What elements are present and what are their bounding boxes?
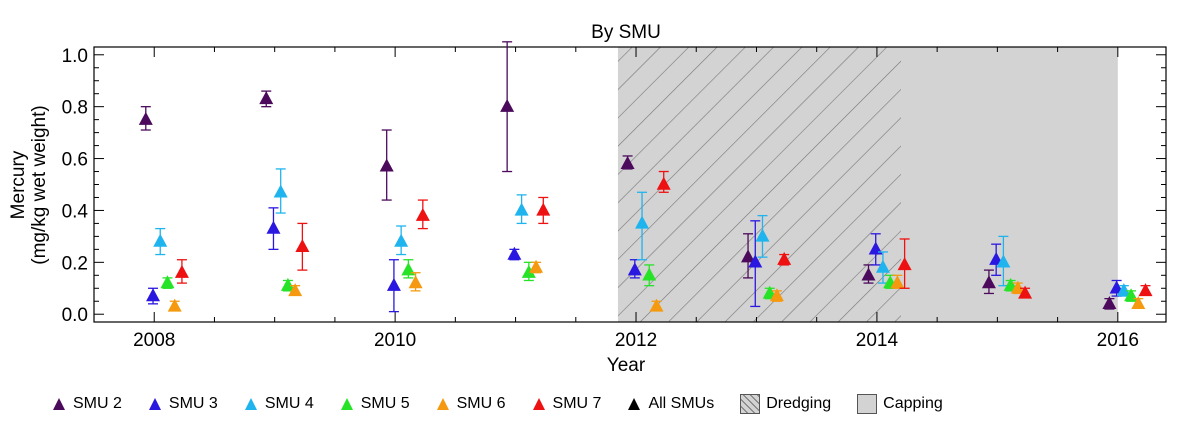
x-tick-label: 2010 bbox=[374, 330, 416, 351]
smu-7-point bbox=[174, 264, 189, 278]
legend-item: SMU 7 bbox=[532, 395, 602, 413]
smu-6-point bbox=[890, 275, 905, 289]
capping-region bbox=[901, 47, 1118, 322]
triangle-marker-icon bbox=[340, 398, 353, 410]
legend-item: SMU 5 bbox=[340, 395, 410, 413]
legend-label: SMU 5 bbox=[360, 395, 410, 412]
triangle-marker-icon bbox=[148, 398, 161, 410]
smu-4-point bbox=[153, 233, 168, 247]
smu-2-point bbox=[1102, 296, 1117, 310]
legend-label: SMU 7 bbox=[552, 395, 602, 412]
triangle-marker-icon bbox=[244, 398, 257, 410]
fill-swatch-icon bbox=[857, 394, 878, 414]
smu-2-point bbox=[500, 98, 515, 112]
smu-6-point bbox=[408, 275, 423, 289]
mercury-chart: 2008 2010 2012 2014 2016 0.0 0.2 0.4 0.6 0.8 1.0 B… bbox=[8, 22, 1167, 376]
chart-legend: SMU 2 SMU 3 SMU 4 SMU 5 SMU 6 SMU 7 All SMUs Dr… bbox=[52, 392, 1172, 416]
smu-5-point bbox=[160, 275, 175, 289]
smu-4-point bbox=[1116, 283, 1131, 297]
smu-6-point bbox=[1131, 296, 1146, 310]
y-axis-label-line1: Mercury bbox=[8, 150, 29, 219]
triangle-marker-icon bbox=[436, 398, 449, 410]
triangle-marker-icon bbox=[532, 398, 545, 410]
smu-3-point bbox=[627, 262, 642, 276]
smu-3-point bbox=[386, 277, 401, 291]
x-tick-label: 2012 bbox=[615, 330, 657, 351]
triangle-marker-icon bbox=[53, 398, 65, 410]
smu-4-point bbox=[273, 184, 288, 198]
smu-3-point bbox=[146, 288, 161, 302]
y-tick-label: 0.4 bbox=[62, 201, 89, 222]
smu-2-point bbox=[259, 91, 274, 105]
smu-7-point bbox=[415, 207, 430, 221]
smu-3-point bbox=[266, 220, 281, 234]
smu-2-point bbox=[379, 158, 394, 172]
smu-4-point bbox=[875, 259, 890, 273]
x-tick-label: 2008 bbox=[133, 330, 175, 351]
legend-item: SMU 3 bbox=[148, 395, 218, 413]
legend-item: SMU 6 bbox=[436, 395, 506, 413]
smu-6-point bbox=[1010, 280, 1025, 294]
smu-7-point bbox=[295, 238, 310, 252]
chart-title: By SMU bbox=[591, 22, 661, 43]
smu-7-point bbox=[1138, 283, 1153, 297]
smu-6-point bbox=[529, 259, 544, 273]
y-tick-label: 0.6 bbox=[62, 150, 88, 171]
smu-5-point bbox=[401, 262, 416, 276]
legend-label: SMU 4 bbox=[264, 395, 314, 412]
smu-4-point bbox=[394, 233, 409, 247]
smu-2-point bbox=[741, 249, 756, 263]
smu-2-point bbox=[981, 275, 996, 289]
legend-item: Dredging bbox=[740, 394, 831, 414]
smu-7-point bbox=[656, 176, 671, 190]
smu-2-point bbox=[138, 111, 153, 125]
smu-5-point bbox=[280, 277, 295, 291]
smu-4-point bbox=[755, 228, 770, 242]
legend-label: Capping bbox=[883, 395, 943, 412]
legend-label: SMU 2 bbox=[73, 395, 122, 412]
smu-2-point bbox=[620, 155, 635, 169]
smu-7-point bbox=[777, 251, 792, 265]
y-tick-label: 1.0 bbox=[62, 46, 88, 67]
smu-6-point bbox=[649, 298, 664, 312]
smu-6-point bbox=[167, 298, 182, 312]
triangle-marker-icon bbox=[628, 398, 641, 410]
y-tick-label: 0.8 bbox=[62, 98, 88, 119]
legend-item: All SMUs bbox=[627, 395, 714, 413]
smu-5-point bbox=[521, 264, 536, 278]
legend-item: Capping bbox=[857, 394, 943, 414]
legend-item: SMU 4 bbox=[244, 395, 314, 413]
legend-label: All SMUs bbox=[648, 395, 715, 412]
y-tick-label: 0.2 bbox=[62, 253, 88, 274]
smu-3-point bbox=[507, 246, 522, 260]
x-tick-label: 2016 bbox=[1097, 330, 1139, 351]
x-axis-label: Year bbox=[607, 355, 646, 376]
smu-4-point bbox=[514, 202, 529, 216]
smu-7-point bbox=[1018, 285, 1033, 299]
smu-3-point bbox=[748, 254, 763, 268]
y-tick-label: 0.0 bbox=[62, 305, 88, 326]
smu-2-point bbox=[861, 267, 876, 281]
hatch-swatch-icon bbox=[740, 394, 761, 414]
smu-7-point bbox=[536, 202, 551, 216]
legend-label: Dredging bbox=[766, 395, 832, 412]
legend-label: SMU 6 bbox=[456, 395, 506, 412]
smu-5-point bbox=[642, 267, 657, 281]
smu-6-point bbox=[769, 288, 784, 302]
legend-label: SMU 3 bbox=[168, 395, 218, 412]
smu-4-point bbox=[996, 254, 1011, 268]
smu-6-point bbox=[288, 283, 303, 297]
y-axis-label-line2: (mg/kg wet weight) bbox=[29, 105, 50, 264]
legend-item: SMU 2 bbox=[52, 395, 122, 413]
smu-4-point bbox=[635, 215, 650, 229]
x-tick-label: 2014 bbox=[856, 330, 899, 351]
smu-7-point bbox=[897, 257, 912, 271]
